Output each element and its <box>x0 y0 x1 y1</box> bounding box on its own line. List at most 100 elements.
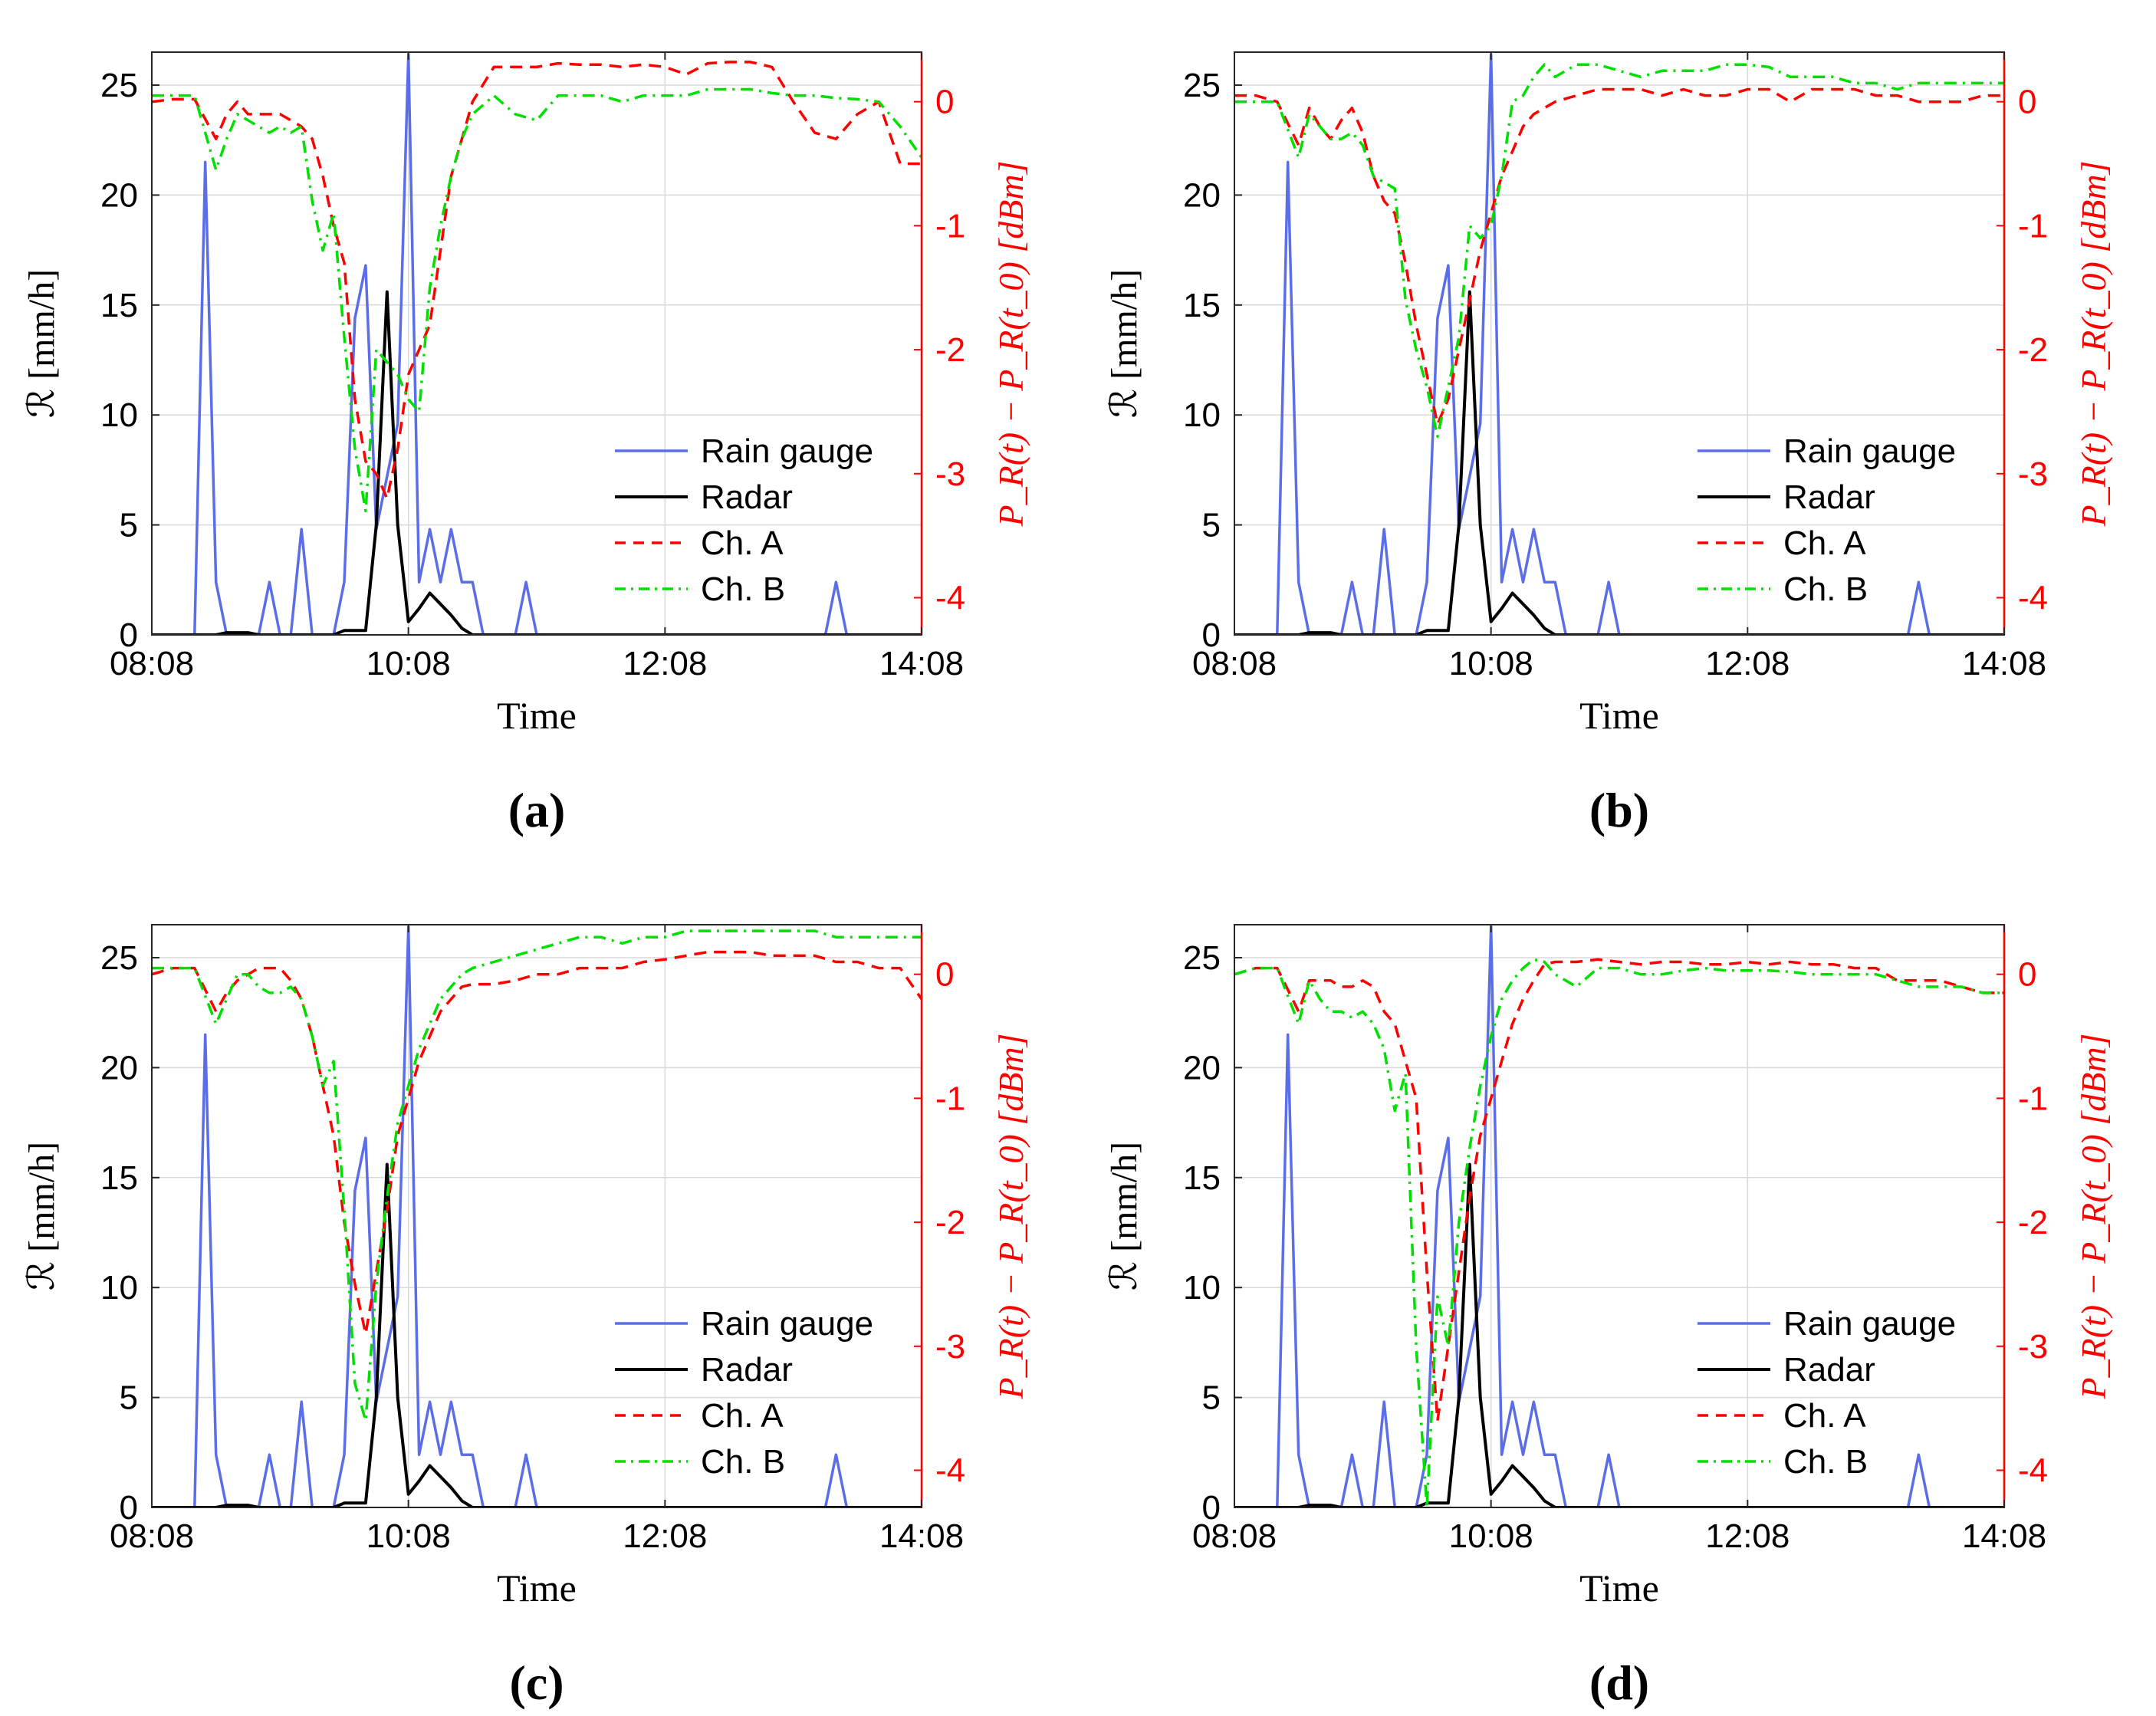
series-line-ch-a <box>152 950 922 1336</box>
y-tick-label-left: 20 <box>100 176 138 214</box>
y-tick-label-left: 15 <box>1183 1159 1221 1197</box>
panel-label: (d) <box>1589 1655 1649 1710</box>
y-tick-label-right: -1 <box>935 1080 965 1117</box>
series-line-ch-b <box>152 929 922 1422</box>
series-group <box>152 53 922 635</box>
x-tick-label: 12:08 <box>623 1517 707 1555</box>
legend-label: Radar <box>701 478 793 516</box>
y-tick-label-left: 10 <box>100 1269 138 1307</box>
x-tick-label: 10:08 <box>366 645 451 682</box>
series-line-ch-b <box>152 87 922 513</box>
y-tick-label-left: 25 <box>100 939 138 977</box>
legend-label: Rain gauge <box>1783 432 1956 470</box>
y-tick-label-right: -1 <box>2018 1080 2048 1117</box>
series-line-ch-a <box>152 61 922 500</box>
x-axis-label: Time <box>1579 694 1659 737</box>
panel-label: (c) <box>509 1655 564 1710</box>
legend-label: Radar <box>701 1351 793 1389</box>
y-tick-label-left: 5 <box>120 507 138 544</box>
y-tick-label-right: 0 <box>935 84 954 121</box>
y-tick-label-left: 25 <box>1183 939 1221 977</box>
series-line-ch-a <box>1234 958 2004 1422</box>
y-tick-label-left: 0 <box>120 1489 138 1527</box>
y-tick-label-left: 5 <box>120 1379 138 1417</box>
legend-label: Radar <box>1783 1351 1875 1389</box>
legend-label: Ch. A <box>1783 1397 1866 1435</box>
y-axis-label-right: P_R(t) − P_R(t_0) [dBm] <box>991 161 1030 528</box>
y-tick-label-left: 0 <box>120 616 138 654</box>
y-axis-label-right: P_R(t) − P_R(t_0) [dBm] <box>2074 1034 2113 1400</box>
x-tick-label: 14:08 <box>1962 645 2046 682</box>
y-tick-label-right: -1 <box>935 207 965 245</box>
y-tick-label-left: 15 <box>1183 287 1221 324</box>
y-tick-label-right: -2 <box>935 1204 965 1241</box>
series-line-radar <box>152 290 922 635</box>
y-tick-label-left: 10 <box>100 396 138 434</box>
y-axis-label-right: P_R(t) − P_R(t_0) [dBm] <box>991 1034 1030 1400</box>
y-tick-label-right: 0 <box>2018 84 2036 121</box>
series-line-radar <box>152 1162 922 1507</box>
plot-area <box>1234 925 2004 1507</box>
y-tick-label-right: -3 <box>935 1328 965 1366</box>
y-tick-label-left: 5 <box>1202 507 1221 544</box>
legend-label: Ch. B <box>1783 1443 1868 1481</box>
x-axis-label: Time <box>497 694 577 737</box>
series-line-ch-b <box>1234 958 2004 1507</box>
y-tick-label-right: -2 <box>2018 331 2048 369</box>
y-tick-label-left: 5 <box>1202 1379 1221 1417</box>
x-axis-label: Time <box>1579 1566 1659 1609</box>
chart-panel-c: 08:08 10:08 12:08 14:08 0 5 10 15 20 25 -4 -3 -2 -1 0 T… <box>21 924 1030 1710</box>
y-tick-label-right: 0 <box>935 956 954 994</box>
x-tick-label: 14:08 <box>1962 1517 2046 1555</box>
chart-panel-b: 08:08 10:08 12:08 14:08 0 5 10 15 20 25 -4 -3 -2 -1 0 T… <box>1104 51 2113 837</box>
legend-label: Rain gauge <box>1783 1305 1956 1343</box>
y-axis-label-left: ℛ [mm/h] <box>1104 269 1145 418</box>
legend: Rain gauge Radar Ch. A Ch. B <box>615 432 873 608</box>
legend: Rain gauge Radar Ch. A Ch. B <box>1698 432 1956 608</box>
legend: Rain gauge Radar Ch. A Ch. B <box>615 1305 873 1481</box>
y-tick-label-right: -3 <box>2018 455 2048 493</box>
x-tick-label: 12:08 <box>623 645 707 682</box>
x-tick-label: 12:08 <box>1705 645 1790 682</box>
series-line-radar <box>1234 1162 2004 1507</box>
y-tick-label-left: 20 <box>1183 1049 1221 1086</box>
x-tick-label: 08:08 <box>1192 1517 1277 1555</box>
legend-label: Ch. A <box>701 524 784 562</box>
y-tick-label-right: -2 <box>935 331 965 369</box>
series-group <box>152 925 922 1507</box>
plot-area <box>152 925 922 1507</box>
y-tick-label-left: 15 <box>100 1159 138 1197</box>
series-line-ch-b <box>1234 63 2004 439</box>
y-tick-label-left: 20 <box>100 1049 138 1086</box>
legend-label: Ch. B <box>701 1443 785 1481</box>
x-tick-label: 08:08 <box>110 1517 194 1555</box>
x-tick-label: 14:08 <box>879 645 964 682</box>
x-axis-label: Time <box>497 1566 577 1609</box>
legend-label: Ch. A <box>1783 524 1866 562</box>
y-tick-label-right: -4 <box>2018 1451 2048 1489</box>
y-axis-label-left: ℛ [mm/h] <box>1104 1142 1145 1290</box>
y-tick-label-left: 25 <box>1183 67 1221 104</box>
chart-panel-a: 08:08 10:08 12:08 14:08 0 5 10 15 20 25 -4 -3 -2 -1 0 T… <box>21 51 1030 837</box>
y-axis-label-left: ℛ [mm/h] <box>21 269 62 418</box>
plot-area <box>1234 52 2004 635</box>
series-group <box>1234 53 2004 635</box>
series-line-ch-a <box>1234 87 2004 426</box>
x-tick-label: 08:08 <box>1192 645 1277 682</box>
legend-label: Rain gauge <box>701 432 873 470</box>
x-tick-label: 12:08 <box>1705 1517 1790 1555</box>
legend-label: Ch. B <box>1783 570 1868 608</box>
series-line-radar <box>1234 290 2004 635</box>
legend-label: Rain gauge <box>701 1305 873 1343</box>
x-tick-label: 10:08 <box>366 1517 451 1555</box>
y-tick-label-left: 0 <box>1202 1489 1221 1527</box>
y-tick-label-right: -4 <box>2018 579 2048 616</box>
legend-label: Radar <box>1783 478 1875 516</box>
y-tick-label-right: -3 <box>935 455 965 493</box>
series-group <box>1234 925 2004 1507</box>
panel-label: (a) <box>508 783 566 837</box>
x-tick-label: 10:08 <box>1449 1517 1533 1555</box>
y-tick-label-left: 20 <box>1183 176 1221 214</box>
x-tick-label: 08:08 <box>110 645 194 682</box>
x-tick-label: 10:08 <box>1449 645 1533 682</box>
